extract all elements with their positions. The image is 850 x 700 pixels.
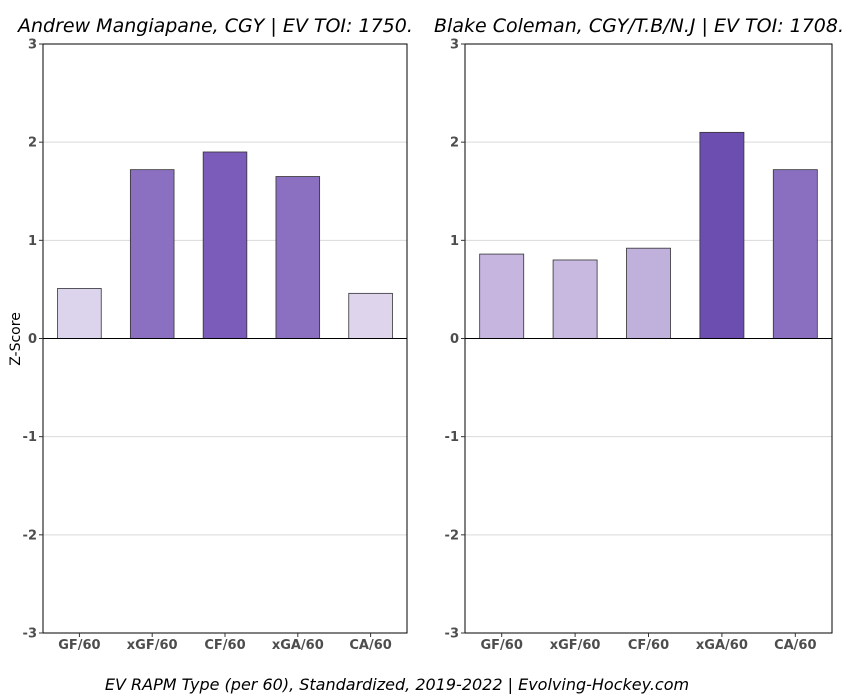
y-tick-label: -3 (23, 627, 37, 642)
x-tick-label: xGF/60 (550, 638, 601, 653)
y-tick-label: 0 (450, 332, 459, 347)
y-tick-label: 0 (28, 332, 37, 347)
y-tick-label: -3 (445, 627, 459, 642)
chart-title-right: Blake Coleman, CGY/T.B/N.J | EV TOI: 170… (434, 15, 844, 37)
bar (202, 151, 248, 339)
x-tick-label: CF/60 (628, 638, 669, 653)
chart-title-left: Andrew Mangiapane, CGY | EV TOI: 1750. (16, 15, 413, 37)
y-tick-label: 3 (450, 38, 459, 53)
x-tick-label: GF/60 (481, 638, 523, 653)
y-tick-label: 3 (28, 38, 37, 53)
y-tick-label: -1 (23, 430, 37, 445)
chart-caption: EV RAPM Type (per 60), Standardized, 201… (105, 675, 689, 694)
bar (57, 288, 102, 339)
bar (348, 292, 393, 339)
x-tick-label: xGA/60 (696, 638, 748, 653)
y-tick-label: 2 (450, 136, 459, 151)
x-tick-label: xGF/60 (127, 638, 178, 653)
bar (772, 169, 818, 339)
chart-panel-right: -3 -2 -1 0 1 2 3 GF/60 xGF/60 CF/60 xGA/60 CA/60 (445, 38, 833, 653)
x-tick-label: GF/60 (58, 638, 100, 653)
bar (626, 247, 671, 339)
x-tick-label: CA/60 (774, 638, 816, 653)
x-tick-label: xGA/60 (272, 638, 324, 653)
y-tick-label: -1 (445, 430, 459, 445)
x-tick-label: CA/60 (349, 638, 391, 653)
y-tick-label: 2 (28, 136, 37, 151)
bar (552, 259, 598, 339)
y-tick-label: 1 (450, 234, 459, 249)
bar (699, 131, 745, 339)
x-tick-label: CF/60 (204, 638, 245, 653)
y-tick-label: -2 (23, 528, 37, 543)
bar (479, 253, 525, 339)
y-tick-label: -2 (445, 528, 459, 543)
chart-panel-left: -3 -2 -1 0 1 2 3 GF/60 xGF/60 CF/60 xGA/60 CA/60 (23, 38, 408, 653)
bar (275, 176, 321, 339)
y-axis-label: Z-Score (8, 312, 24, 366)
y-tick-label: 1 (28, 234, 37, 249)
bar (129, 169, 175, 339)
